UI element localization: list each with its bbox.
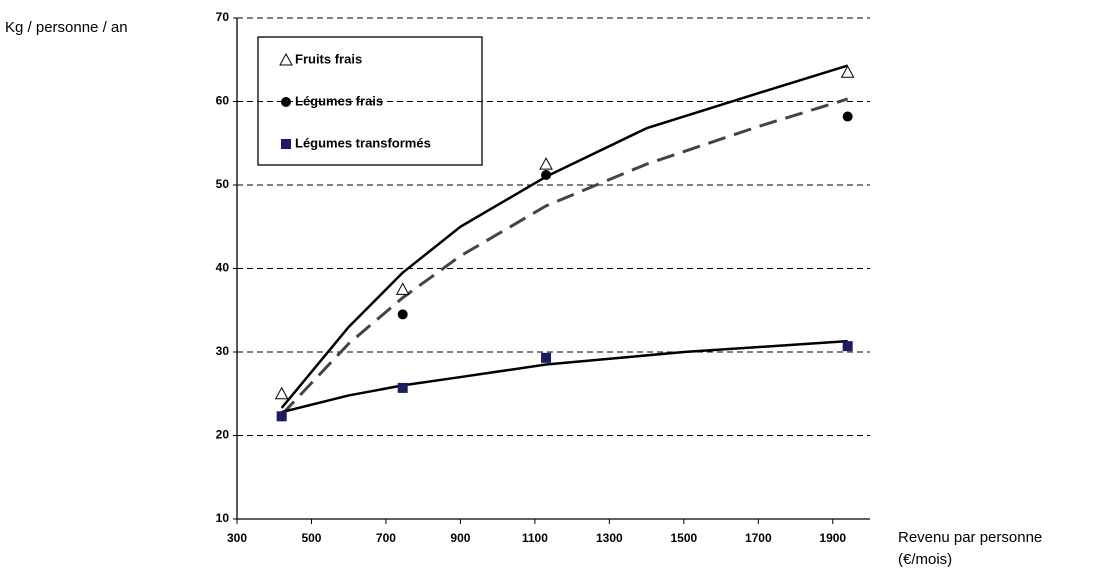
x-tick-label: 1300 xyxy=(596,531,623,545)
point xyxy=(842,111,853,122)
trend-line xyxy=(280,97,849,416)
point xyxy=(274,386,289,400)
legend-label: Fruits frais xyxy=(295,51,362,66)
point xyxy=(276,411,287,422)
legend-label: Légumes transformés xyxy=(295,135,431,150)
x-tick-label: 900 xyxy=(450,531,470,545)
legend-marker xyxy=(281,97,291,107)
point xyxy=(842,341,853,352)
point xyxy=(840,65,855,78)
point xyxy=(397,382,408,393)
y-tick-label: 20 xyxy=(216,428,230,442)
trend-line xyxy=(281,339,848,414)
x-tick-label: 1900 xyxy=(819,531,846,545)
y-tick-label: 50 xyxy=(216,177,230,191)
y-tick-label: 10 xyxy=(216,511,230,525)
x-tick-label: 1100 xyxy=(522,531,548,545)
y-tick-label: 30 xyxy=(216,344,230,358)
legend-label: Légumes frais xyxy=(295,93,383,108)
trend-line xyxy=(280,64,849,409)
x-tick-label: 500 xyxy=(301,531,321,545)
x-tick-label: 1500 xyxy=(670,531,697,545)
x-axis-label: (€/mois) xyxy=(898,551,952,568)
x-tick-label: 300 xyxy=(227,531,247,545)
legend-marker xyxy=(281,139,291,149)
y-axis-label: Kg / personne / an xyxy=(5,19,128,36)
point xyxy=(541,169,552,180)
point xyxy=(539,157,553,170)
legend-marker xyxy=(279,52,293,66)
y-tick-label: 40 xyxy=(216,261,230,275)
point xyxy=(395,282,410,295)
x-axis-label: Revenu par personne xyxy=(898,529,1042,546)
y-tick-label: 70 xyxy=(216,10,230,24)
point xyxy=(397,309,408,320)
x-tick-label: 700 xyxy=(376,531,396,545)
y-tick-label: 60 xyxy=(216,94,230,108)
x-tick-label: 1700 xyxy=(745,531,772,545)
point xyxy=(541,352,552,363)
